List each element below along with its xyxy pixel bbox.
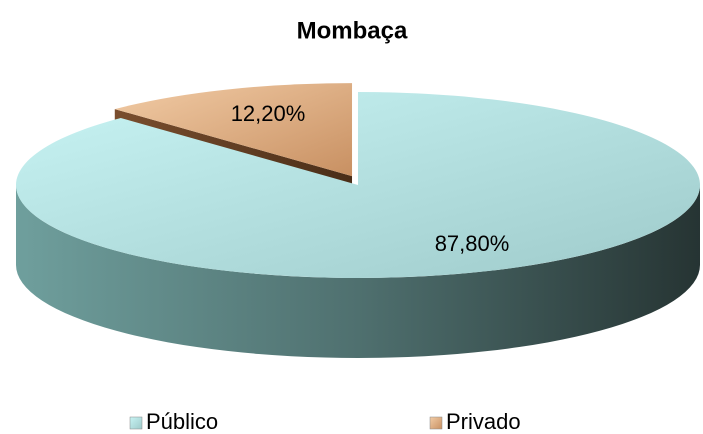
legend-label: Privado xyxy=(446,409,521,434)
data-label: 87,80% xyxy=(435,231,510,256)
chart-title: Mombaça xyxy=(297,17,408,44)
slice-side xyxy=(16,185,700,358)
data-label: 12,20% xyxy=(231,101,306,126)
slice xyxy=(15,92,701,278)
legend-label: Público xyxy=(146,409,218,434)
legend-swatch xyxy=(129,416,143,430)
slice xyxy=(114,83,353,177)
legend-swatch xyxy=(429,416,443,430)
